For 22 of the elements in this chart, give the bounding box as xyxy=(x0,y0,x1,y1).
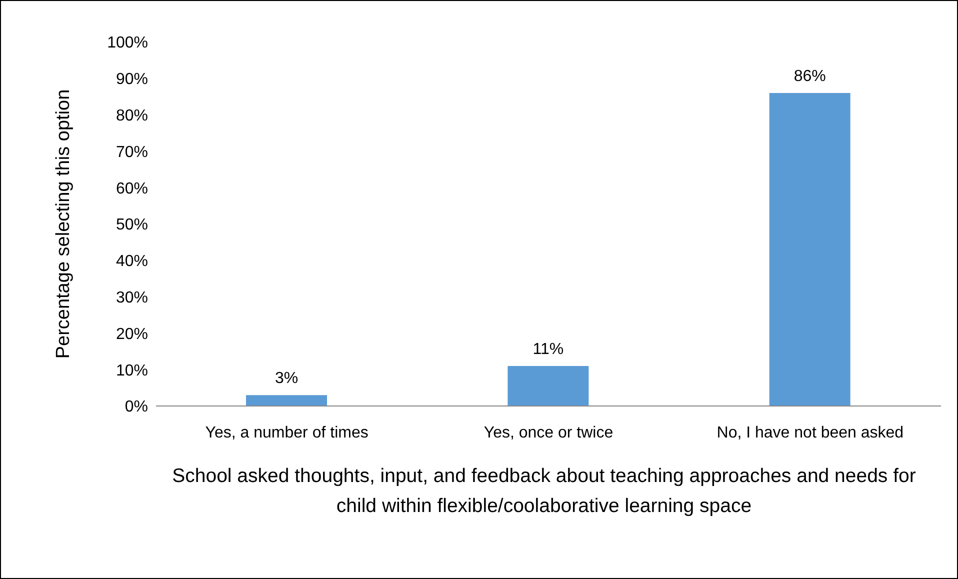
bar xyxy=(508,366,589,406)
y-tick-label: 90% xyxy=(116,71,148,88)
data-label: 3% xyxy=(274,370,298,388)
y-axis-title: Percentage selecting this option xyxy=(53,89,75,359)
x-tick-label: No, I have not been asked xyxy=(716,424,904,442)
data-label: 86% xyxy=(794,68,826,85)
x-axis-title: School asked thoughts, input, and feedback about teaching approaches and needs for child within flexible/coolaborative learning space xyxy=(171,464,917,519)
bar xyxy=(769,92,850,406)
y-tick-label: 20% xyxy=(116,326,148,343)
data-label: 11% xyxy=(532,340,564,358)
y-tick-label: 60% xyxy=(116,180,148,198)
y-tick-label: 40% xyxy=(116,253,148,270)
y-tick-label: 70% xyxy=(116,144,148,161)
y-tick-label: 50% xyxy=(116,216,148,234)
y-tick-label: 10% xyxy=(116,362,148,380)
bar xyxy=(246,395,327,406)
x-tick-label: Yes, once or twice xyxy=(484,424,614,442)
y-tick-label: 30% xyxy=(116,289,148,306)
y-tick-label: 100% xyxy=(107,34,148,52)
x-tick-label: Yes, a number of times xyxy=(205,424,368,442)
y-tick-label: 80% xyxy=(116,107,148,124)
y-tick-label: 0% xyxy=(124,398,148,416)
